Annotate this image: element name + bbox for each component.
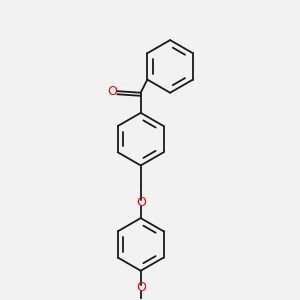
Text: O: O — [108, 85, 118, 98]
Text: O: O — [136, 196, 146, 209]
Text: O: O — [136, 281, 146, 294]
